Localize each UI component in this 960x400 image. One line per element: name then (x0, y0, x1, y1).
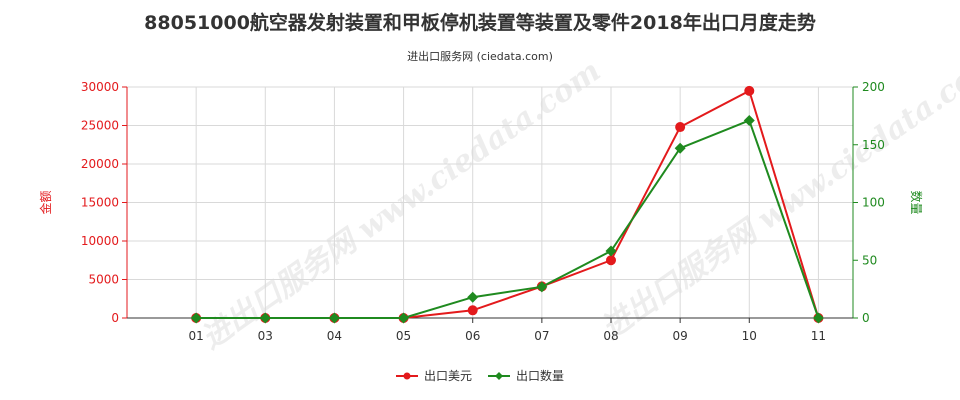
data-point-quantity (328, 312, 340, 324)
chart-title: 88051000航空器发射装置和甲板停机装置等装置及零件2018年出口月度走势 (144, 12, 816, 34)
data-point-quantity (743, 114, 755, 126)
data-point-quantity (398, 312, 410, 324)
data-point-quantity (674, 142, 686, 154)
left-axis-title: 金额 (38, 190, 53, 214)
right-tick-label: 150 (862, 138, 885, 152)
series (190, 85, 824, 324)
data-point-quantity (190, 312, 202, 324)
x-tick-label: 11 (811, 329, 826, 343)
legend: 出口美元 出口数量 (396, 368, 564, 383)
right-tick-label: 0 (862, 311, 870, 325)
data-point-quantity (605, 245, 617, 257)
series-line-right (196, 119, 820, 319)
left-tick-label: 5000 (88, 273, 119, 287)
x-tick-label: 10 (742, 329, 757, 343)
legend-swatch-marker (403, 372, 411, 380)
x-tick-label: 07 (534, 329, 549, 343)
chart-subtitle: 进出口服务网 (ciedata.com) (407, 50, 553, 63)
left-tick-label: 10000 (81, 234, 119, 248)
left-tick-label: 25000 (81, 119, 119, 133)
data-point-amount (744, 85, 755, 96)
x-tick-label: 04 (327, 329, 342, 343)
x-tick-label: 09 (673, 329, 688, 343)
series-line-left (196, 89, 820, 319)
left-tick-label: 20000 (81, 157, 119, 171)
x-tick-label: 05 (396, 329, 411, 343)
data-point-quantity (536, 281, 548, 293)
legend-label: 出口数量 (516, 368, 564, 383)
data-point-amount (675, 122, 686, 133)
left-tick-label: 0 (111, 311, 119, 325)
data-point-amount (467, 305, 478, 316)
x-tick-label: 06 (465, 329, 480, 343)
right-tick-label: 50 (862, 253, 877, 267)
data-point-quantity (812, 312, 824, 324)
data-point-quantity (259, 312, 271, 324)
data-point-quantity (467, 291, 479, 303)
legend-label: 出口美元 (424, 369, 472, 383)
data-point-amount (606, 255, 616, 266)
right-tick-label: 200 (862, 80, 885, 94)
x-tick-label: 01 (189, 329, 204, 343)
axes: 0500010000150002000025000300000501001502… (38, 80, 924, 343)
x-tick-label: 03 (258, 329, 273, 343)
left-tick-label: 15000 (81, 196, 119, 210)
legend-swatch-marker (495, 372, 503, 380)
x-tick-label: 08 (603, 329, 618, 343)
left-tick-label: 30000 (81, 80, 119, 94)
right-tick-label: 100 (862, 196, 885, 210)
right-axis-title: 数量 (909, 190, 924, 214)
